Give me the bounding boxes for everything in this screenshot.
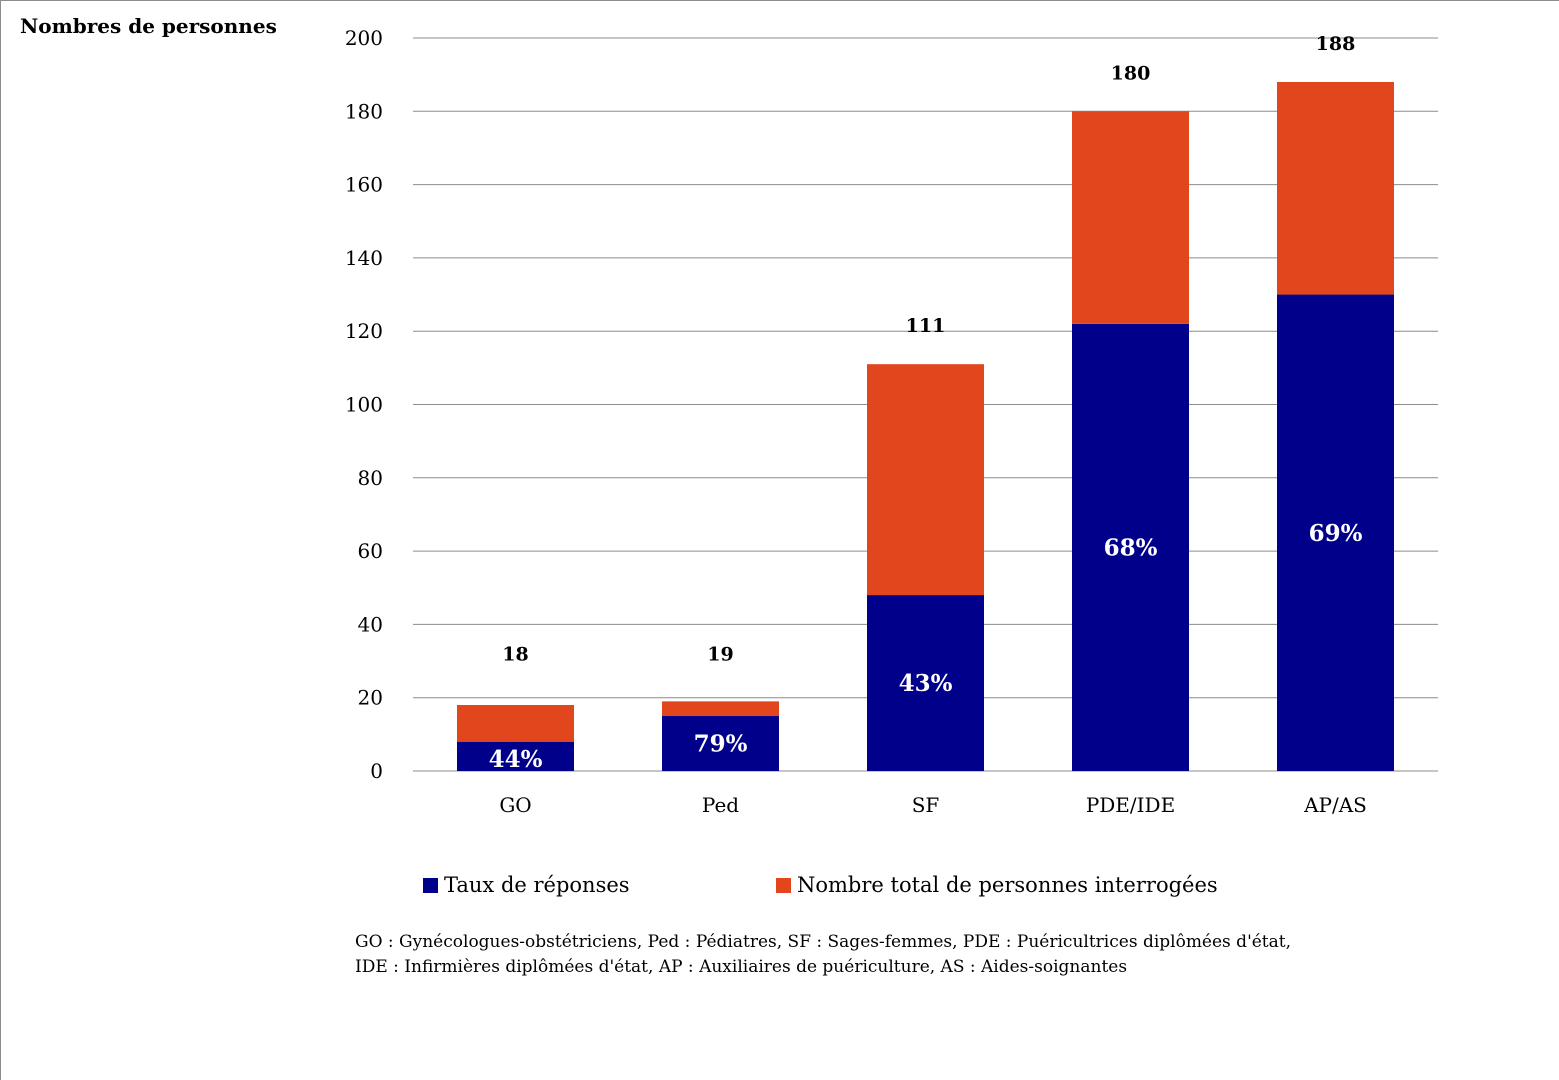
y-tick-label: 80 bbox=[358, 466, 383, 490]
legend-label-responses: Taux de réponses bbox=[444, 873, 630, 897]
y-axis-title: Nombres de personnes bbox=[20, 14, 277, 38]
y-tick-label: 100 bbox=[345, 393, 383, 417]
bar-total-label: 19 bbox=[707, 643, 733, 665]
x-category-label: Ped bbox=[702, 793, 739, 817]
legend: Taux de réponses Nombre total de personn… bbox=[0, 873, 1559, 903]
x-category-label: GO bbox=[499, 793, 531, 817]
legend-item-responses: Taux de réponses bbox=[423, 873, 630, 897]
x-category-label: PDE/IDE bbox=[1086, 793, 1175, 817]
bar-percent-label: 79% bbox=[694, 731, 748, 758]
bar-percent-label: 69% bbox=[1309, 520, 1363, 547]
bar-percent-label: 43% bbox=[899, 670, 953, 697]
bar-segment-total bbox=[457, 705, 574, 742]
x-category-label: AP/AS bbox=[1303, 793, 1367, 817]
bar-total-label: 180 bbox=[1111, 62, 1151, 84]
y-tick-label: 0 bbox=[370, 759, 383, 783]
x-category-label: SF bbox=[912, 793, 940, 817]
bar-total-label: 111 bbox=[906, 315, 946, 337]
legend-swatch-total bbox=[776, 877, 791, 893]
bar-segment-total bbox=[867, 364, 984, 596]
bar-segment-responses bbox=[1277, 294, 1394, 771]
legend-label-total: Nombre total de personnes interrogées bbox=[797, 873, 1218, 897]
legend-swatch-responses bbox=[423, 877, 438, 893]
bar-segment-responses bbox=[867, 595, 984, 771]
y-tick-label: 200 bbox=[345, 26, 383, 50]
bar-segment-total bbox=[1277, 81, 1394, 295]
bar-segment-responses bbox=[1072, 323, 1189, 771]
bars bbox=[457, 81, 1394, 771]
bar-segment-responses bbox=[457, 741, 574, 771]
bar-chart: 0 20 40 60 80 100 120 140 160 180 200 44% 18 GO 79% 19… bbox=[345, 26, 1438, 817]
y-tick-label: 40 bbox=[358, 612, 383, 636]
y-tick-label: 180 bbox=[345, 99, 383, 123]
bar-total-label: 18 bbox=[502, 643, 528, 665]
y-tick-label: 120 bbox=[345, 319, 383, 343]
bar-segment-total bbox=[662, 701, 779, 717]
y-tick-label: 20 bbox=[358, 686, 383, 710]
bar-total-label: 188 bbox=[1316, 33, 1356, 55]
bar-segment-total bbox=[1072, 111, 1189, 324]
bar-percent-label: 44% bbox=[489, 746, 543, 773]
bar-percent-label: 68% bbox=[1104, 534, 1158, 561]
labels: 44% 18 GO 79% 19 Ped 43% 111 SF 68% 180 PDE/IDE 69% 1… bbox=[489, 33, 1367, 817]
footnote: GO : Gynécologues-obstétriciens, Ped : P… bbox=[355, 932, 1292, 977]
y-tick-label: 160 bbox=[345, 173, 383, 197]
bar-segment-responses bbox=[662, 716, 779, 771]
y-tick-label: 140 bbox=[345, 246, 383, 270]
y-tick-label: 60 bbox=[358, 539, 383, 563]
legend-item-total: Nombre total de personnes interrogées bbox=[776, 873, 1218, 897]
